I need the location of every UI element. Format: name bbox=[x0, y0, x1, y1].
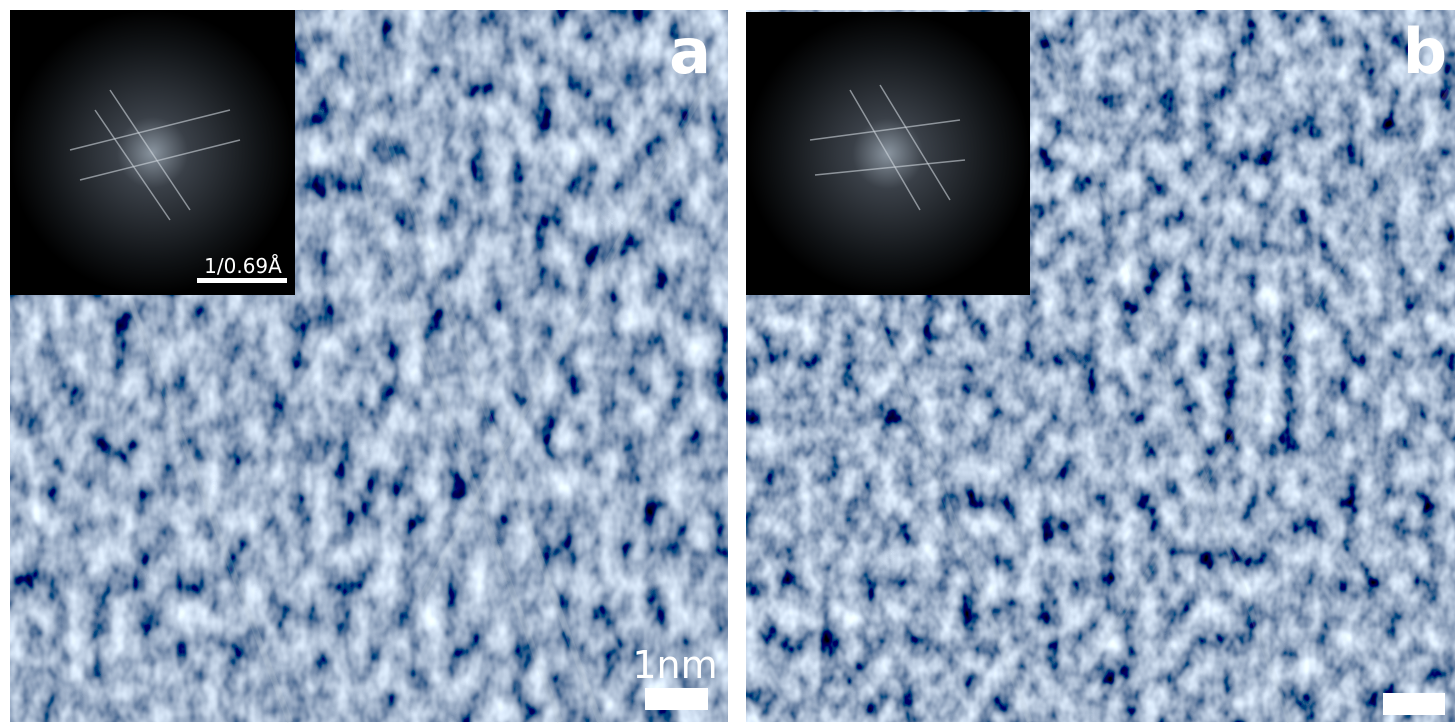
panel-a: 1/0.69Å a 1nm bbox=[10, 10, 728, 722]
scale-bar bbox=[645, 688, 708, 710]
scale-label: 1nm bbox=[632, 643, 717, 687]
fft-scale-label: 1/0.69Å bbox=[204, 254, 282, 278]
panel-b: b bbox=[746, 10, 1455, 722]
fft-scale-bar bbox=[197, 278, 287, 283]
fft-inset bbox=[746, 12, 1030, 295]
scale-bar bbox=[1383, 693, 1445, 715]
panel-label: b bbox=[1403, 15, 1447, 88]
figure: 1/0.69Å a 1nm b bbox=[0, 0, 1455, 725]
page: 1/0.69Å a 1nm b (() => { const data = JS… bbox=[0, 0, 1455, 725]
panel-label: a bbox=[669, 15, 711, 88]
